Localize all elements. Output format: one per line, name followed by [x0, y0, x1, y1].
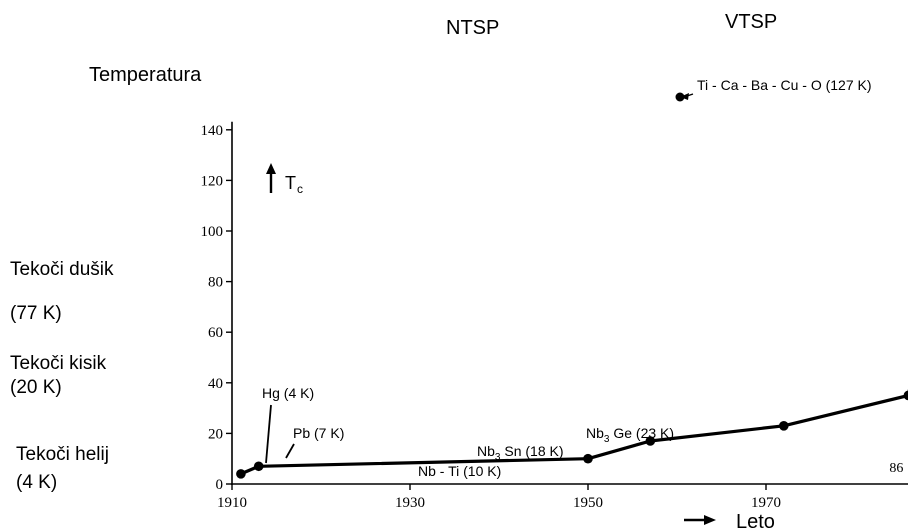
- x-tick-label: 1910: [217, 495, 247, 511]
- ylabel-arrow-head: [266, 163, 276, 174]
- point-arrow-head: [680, 93, 689, 100]
- ntsp-label: NTSP: [446, 17, 500, 39]
- data-point: [675, 92, 685, 102]
- label-leader: [285, 443, 295, 459]
- data-point: [253, 461, 264, 472]
- y-tick-label: 100: [201, 224, 224, 240]
- x-tick-label: 1950: [573, 495, 603, 511]
- x-tick-label: 1930: [395, 495, 425, 511]
- ylabel-subscript: c: [297, 182, 303, 196]
- data-label: Ti - Ca - Ba - Cu - O (127 K): [697, 77, 872, 93]
- x-tick-label: 1970: [751, 495, 781, 511]
- y-tick-label: 40: [208, 376, 223, 392]
- y-tick-label: 20: [208, 426, 223, 442]
- data-label: Nb3 Sn (18 K): [477, 443, 564, 463]
- data-label: Pb (7 K): [293, 425, 344, 441]
- data-label: Nb - Ti (10 K): [418, 463, 501, 479]
- y-tick-label: 120: [201, 173, 224, 189]
- vtsp-label: VTSP: [725, 11, 778, 33]
- data-label: Nb3 Ge (23 K): [586, 425, 674, 445]
- data-point: [645, 436, 656, 446]
- y-tick-label: 60: [208, 325, 223, 341]
- xlabel: Leto: [736, 511, 775, 530]
- helium-temp-label: (4 K): [16, 472, 58, 493]
- data-point: [236, 469, 246, 479]
- data-point: [583, 453, 593, 464]
- nitrogen-temp-label: (77 K): [10, 303, 62, 324]
- label-leader: [265, 404, 272, 464]
- y-tick-label: 0: [216, 477, 224, 493]
- year-label-86: 86: [889, 461, 903, 476]
- y-tick-label: 140: [201, 123, 224, 139]
- series-line: [240, 388, 908, 476]
- helium-label: Tekoči helij: [16, 444, 109, 465]
- data-point: [903, 390, 908, 401]
- nitrogen-label: Tekoči dušik: [10, 259, 114, 280]
- oxygen-label: Tekoči kisik: [10, 353, 107, 374]
- ylabel: T: [285, 173, 296, 193]
- temperature-label: Temperatura: [89, 64, 202, 86]
- data-point: [779, 421, 789, 431]
- xlabel-arrow-head: [704, 515, 716, 525]
- oxygen-temp-label: (20 K): [10, 377, 62, 398]
- y-tick-label: 80: [208, 275, 223, 291]
- data-label: Hg (4 K): [262, 385, 314, 401]
